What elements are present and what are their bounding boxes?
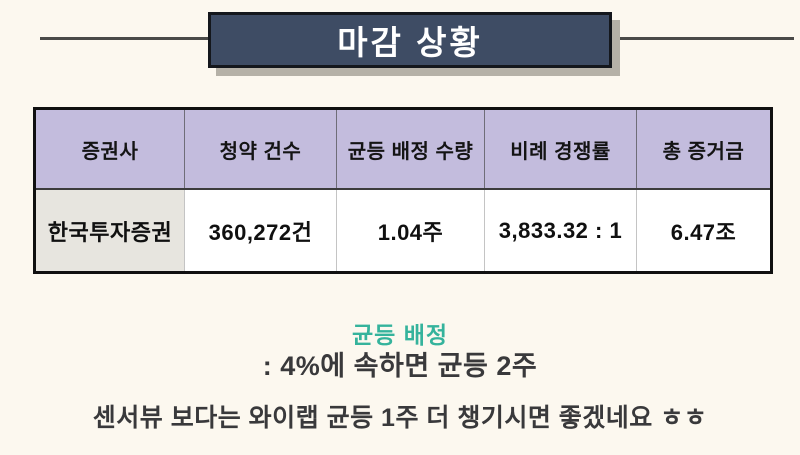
cell-company: 한국투자증권 [34, 189, 185, 273]
table-header-row: 증권사 청약 건수 균등 배정 수량 비례 경쟁률 총 증거금 [34, 108, 772, 190]
column-header-company: 증권사 [34, 108, 185, 190]
column-header-proportional-ratio: 비례 경쟁률 [484, 108, 637, 190]
column-header-equal-allocation: 균등 배정 수량 [336, 108, 485, 190]
equal-allocation-heading: 균등 배정 [351, 322, 449, 348]
comment-text: 센서뷰 보다는 와이랩 균등 1주 더 챙기시면 좋겠네요 ㅎㅎ [92, 404, 708, 432]
equal-allocation-detail: : 4%에 속하면 균등 2주 [262, 351, 538, 381]
column-header-subscription-count: 청약 건수 [184, 108, 337, 190]
cell-equal-allocation: 1.04주 [336, 189, 485, 273]
cell-total-margin: 6.47조 [636, 189, 772, 273]
cell-subscription-count: 360,272건 [184, 189, 337, 273]
title-banner: 마감 상황 [208, 12, 612, 68]
summary-table: 증권사 청약 건수 균등 배정 수량 비례 경쟁률 총 증거금 한국투자증권 3… [33, 107, 773, 274]
column-header-total-margin: 총 증거금 [636, 108, 772, 190]
page-title: 마감 상황 [337, 24, 483, 61]
cell-proportional-ratio: 3,833.32 : 1 [484, 189, 637, 273]
table-row: 한국투자증권 360,272건 1.04주 3,833.32 : 1 6.47조 [34, 189, 772, 273]
